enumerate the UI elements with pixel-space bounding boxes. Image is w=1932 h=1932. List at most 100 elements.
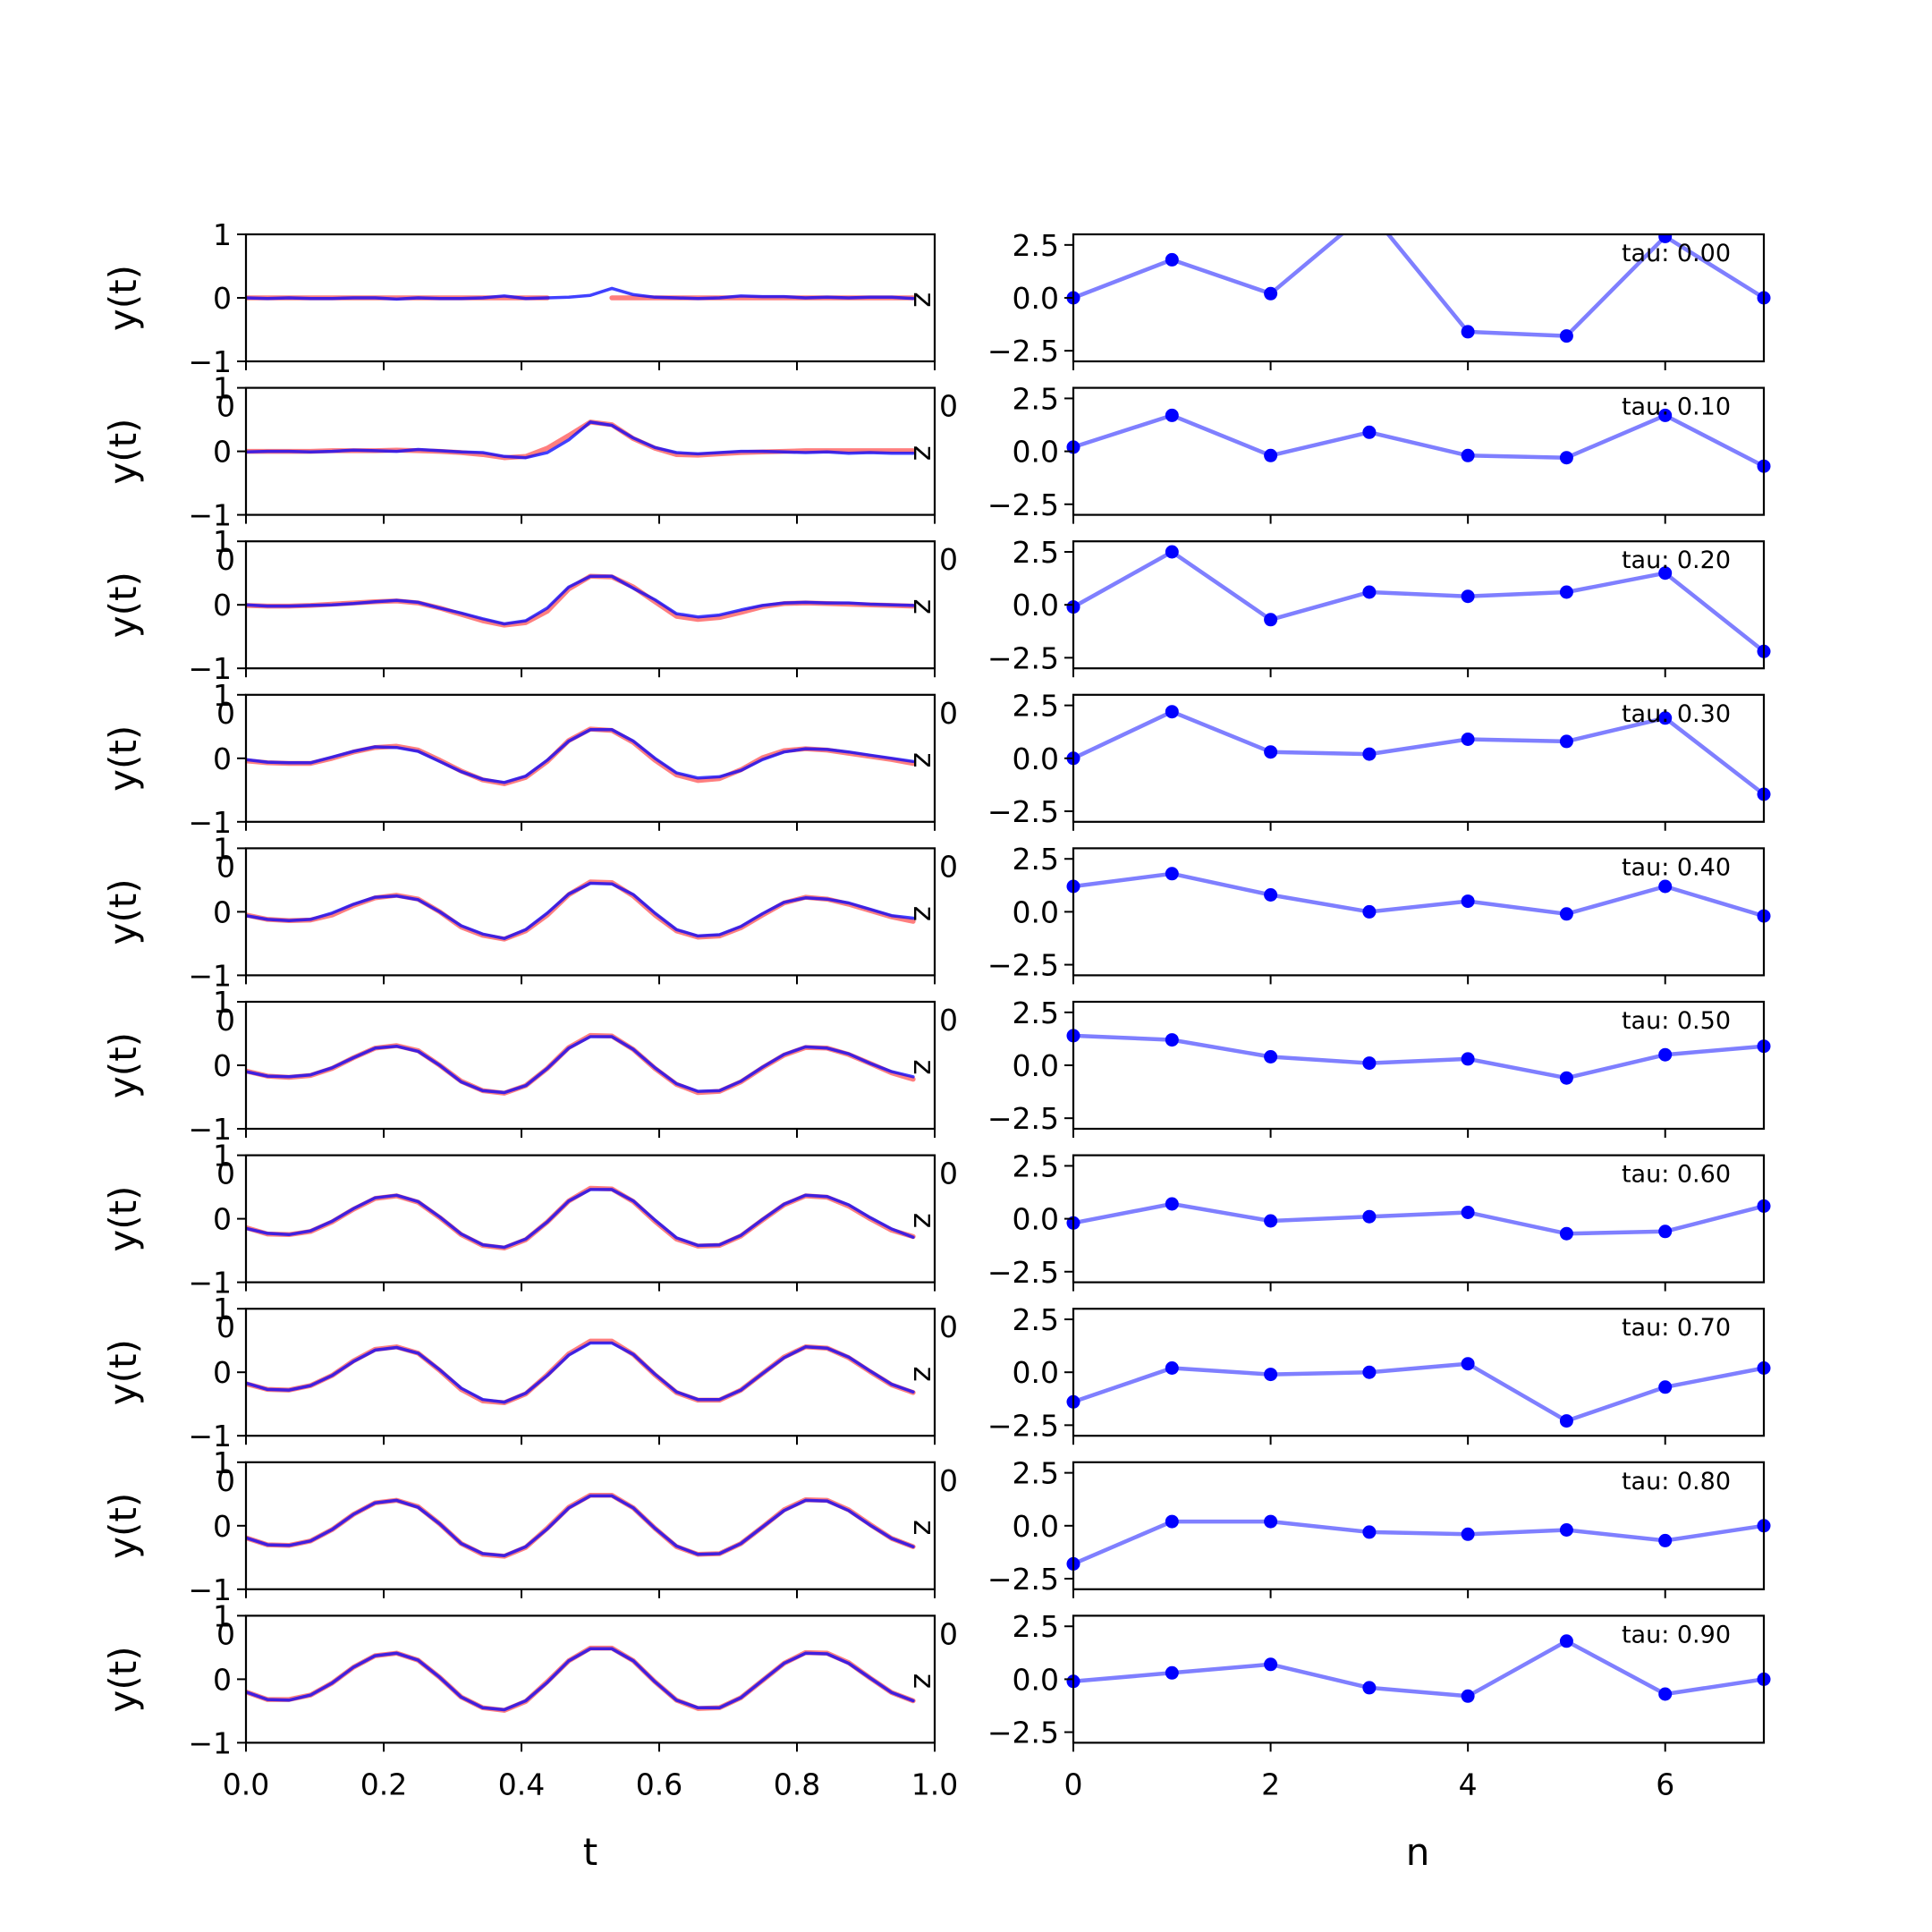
coefficient-point: [1264, 1514, 1278, 1529]
coefficient-panel: −2.5 0.0 2.5 tau: 0.80: [987, 1456, 1771, 1598]
coefficient-line: [1072, 1201, 1765, 1236]
y-tick-label: 0: [213, 435, 232, 470]
y-tick-label: −2.5: [987, 640, 1059, 675]
coefficient-line: [1072, 549, 1766, 654]
coefficient-point: [1165, 545, 1179, 559]
y-tick-label: −2.5: [987, 1101, 1059, 1136]
coefficient-point: [1165, 867, 1179, 881]
coefficient-point: [1264, 613, 1278, 627]
y-tick-label: 0.0: [1013, 1202, 1059, 1237]
coefficient-point: [1264, 1368, 1278, 1382]
z-label: z: [907, 752, 942, 767]
signal-plot-area: [246, 1185, 916, 1251]
coefficient-line: [1072, 871, 1765, 919]
signal-plot-area: [246, 573, 916, 628]
coefficient-plot-area: [1066, 1357, 1771, 1428]
overlapped-tick-fragment: 0: [939, 849, 958, 884]
z-label: z: [907, 292, 942, 307]
coefficient-panel: −2.5 0.0 2.5 tau: 0.00: [987, 228, 1771, 370]
y-tick-label: 0: [213, 1509, 232, 1544]
y-tick-label: 0: [213, 741, 232, 776]
y-axis-label: y(t): [101, 572, 145, 638]
tau-label: tau: 0.10: [1622, 394, 1731, 421]
z-label: z: [907, 599, 942, 614]
subplot-row: −1 0 1 y(t) z −2.5 0.0 2.5 tau: 0.00: [101, 217, 1771, 379]
signal-plot-area: [246, 726, 916, 786]
overlapped-tick-fragment: 0: [216, 1463, 235, 1498]
y-tick-label: 0.0: [1013, 1509, 1059, 1544]
coefficient-plot-area: [1066, 1514, 1771, 1571]
coefficient-point: [1264, 888, 1278, 902]
y-axis-label: y(t): [101, 1646, 145, 1712]
x-tick-label: 0.0: [223, 1767, 269, 1801]
y-axis-label: y(t): [101, 1032, 145, 1098]
coefficient-point: [1461, 733, 1475, 746]
x-tick-label: 0.4: [498, 1767, 545, 1801]
y-tick-label: −1: [188, 1572, 232, 1607]
y-axis-label: y(t): [101, 1493, 145, 1559]
coefficient-panel: −2.5 0.0 2.5 tau: 0.30: [987, 689, 1771, 831]
coefficient-point: [1165, 408, 1179, 422]
overlapped-tick-fragment: 0: [216, 389, 235, 424]
y-tick-label: −1: [188, 344, 232, 379]
signal-plot-area: [246, 879, 916, 942]
x-tick-label: 0.8: [774, 1767, 820, 1801]
left-x-axis-label: t: [583, 1830, 597, 1874]
signal-plot-area: [246, 1645, 916, 1713]
y-tick-label: 2.5: [1013, 1302, 1059, 1337]
z-label: z: [907, 906, 942, 921]
coefficient-point: [1658, 234, 1673, 243]
y-tick-label: 2.5: [1013, 1148, 1059, 1183]
x-tick-label: 1.0: [911, 1767, 958, 1801]
coefficient-point: [1559, 1414, 1573, 1428]
z-label: z: [907, 1520, 942, 1535]
y-axis-label: y(t): [101, 265, 145, 331]
y-tick-label: −1: [188, 498, 232, 533]
tau-label: tau: 0.90: [1622, 1621, 1731, 1648]
coefficient-point: [1264, 286, 1278, 301]
y-tick-label: 2.5: [1013, 228, 1059, 263]
coefficient-point: [1559, 734, 1573, 749]
tau-label: tau: 0.60: [1622, 1161, 1731, 1189]
y-tick-label: −2.5: [987, 487, 1059, 522]
y-tick-label: 0.0: [1013, 435, 1059, 470]
signal-plot-area: [246, 419, 916, 461]
coefficient-point: [1658, 879, 1673, 894]
overlapped-tick-fragment: 0: [939, 1616, 958, 1651]
prediction-series-line: [246, 1035, 915, 1095]
y-axis-label: y(t): [101, 1186, 145, 1252]
overlapped-tick-fragment: 0: [939, 1157, 958, 1191]
coefficient-line: [1072, 1519, 1765, 1566]
y-axis-label: y(t): [101, 1339, 145, 1405]
y-tick-label: 2.5: [1013, 1609, 1059, 1644]
coefficient-point: [1559, 1634, 1573, 1648]
coefficient-point: [1264, 1657, 1278, 1672]
y-tick-label: 0.0: [1013, 281, 1059, 316]
overlapped-tick-fragment: 0: [216, 542, 235, 577]
coefficient-point: [1461, 589, 1475, 604]
y-tick-label: 0.0: [1013, 1355, 1059, 1390]
y-tick-label: 2.5: [1013, 1456, 1059, 1491]
tau-label: tau: 0.00: [1622, 240, 1731, 267]
y-tick-label: 0: [213, 281, 232, 316]
coefficient-point: [1264, 745, 1278, 759]
y-tick-label: 1: [213, 1139, 232, 1174]
coefficient-point: [1165, 1033, 1179, 1047]
y-tick-label: 1: [213, 1445, 232, 1480]
coefficient-point: [1559, 1226, 1573, 1241]
coefficient-point: [1461, 1689, 1475, 1703]
coefficient-point: [1362, 1365, 1377, 1379]
signal-plot-area: [246, 1032, 916, 1096]
y-tick-label: −2.5: [987, 1408, 1059, 1443]
coefficient-point: [1461, 325, 1475, 339]
y-tick-label: 1: [213, 831, 232, 866]
prediction-series-line: [246, 1494, 915, 1557]
